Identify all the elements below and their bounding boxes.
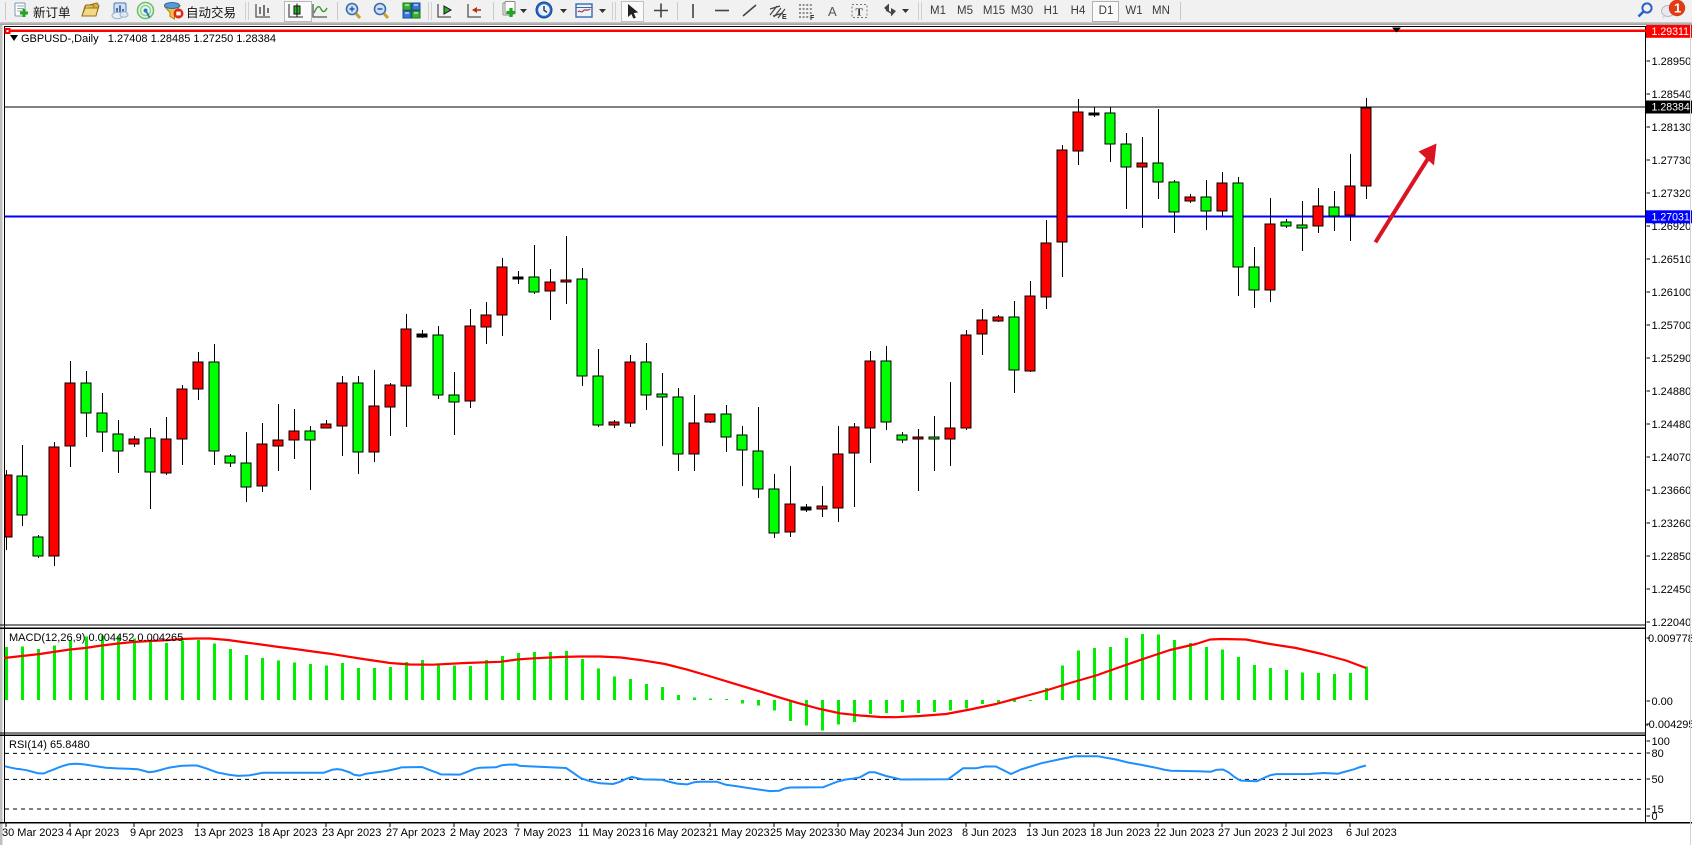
svg-text:2 Jul 2023: 2 Jul 2023 xyxy=(1282,827,1333,839)
svg-text:2 May 2023: 2 May 2023 xyxy=(450,827,507,839)
svg-text:22 Jun 2023: 22 Jun 2023 xyxy=(1154,827,1215,839)
svg-text:GBPUSD-,Daily 1.27408 1.2848: GBPUSD-,Daily 1.27408 1.28485 1.27250 1.… xyxy=(21,33,276,45)
svg-text:21 May 2023: 21 May 2023 xyxy=(706,827,770,839)
svg-text:100: 100 xyxy=(1652,736,1670,748)
svg-text:1.28130: 1.28130 xyxy=(1652,122,1692,134)
svg-text:1.24880: 1.24880 xyxy=(1652,386,1692,398)
svg-text:1.29311: 1.29311 xyxy=(1652,26,1690,38)
svg-text:RSI(14) 65.8480: RSI(14) 65.8480 xyxy=(9,739,90,751)
svg-text:30 May 2023: 30 May 2023 xyxy=(834,827,898,839)
svg-text:15: 15 xyxy=(1652,804,1664,816)
svg-text:50: 50 xyxy=(1652,774,1664,786)
svg-text:1.28540: 1.28540 xyxy=(1652,89,1692,101)
svg-text:9 Apr 2023: 9 Apr 2023 xyxy=(130,827,183,839)
svg-text:30 Mar 2023: 30 Mar 2023 xyxy=(2,827,64,839)
svg-text:7 May 2023: 7 May 2023 xyxy=(514,827,571,839)
svg-text:1.27320: 1.27320 xyxy=(1652,188,1692,200)
svg-text:11 May 2023: 11 May 2023 xyxy=(578,827,641,839)
svg-text:F: F xyxy=(810,15,815,22)
svg-text:1.25290: 1.25290 xyxy=(1652,353,1692,365)
svg-text:1.22450: 1.22450 xyxy=(1652,584,1692,596)
svg-text:1.27730: 1.27730 xyxy=(1652,155,1692,167)
svg-text:A: A xyxy=(828,4,837,19)
svg-text:1: 1 xyxy=(1674,1,1681,16)
svg-text:27 Apr 2023: 27 Apr 2023 xyxy=(386,827,445,839)
svg-text:23 Apr 2023: 23 Apr 2023 xyxy=(322,827,381,839)
svg-text:13 Jun 2023: 13 Jun 2023 xyxy=(1026,827,1087,839)
svg-text:1.27031: 1.27031 xyxy=(1652,212,1690,224)
svg-text:1.25700: 1.25700 xyxy=(1652,320,1692,332)
svg-text:18 Apr 2023: 18 Apr 2023 xyxy=(258,827,317,839)
svg-text:0.009778: 0.009778 xyxy=(1648,633,1692,645)
svg-text:1.22850: 1.22850 xyxy=(1652,551,1692,563)
svg-text:6 Jul 2023: 6 Jul 2023 xyxy=(1346,827,1397,839)
svg-text:T: T xyxy=(856,7,864,19)
svg-text:80: 80 xyxy=(1652,748,1664,760)
svg-text:0.00: 0.00 xyxy=(1652,696,1673,708)
svg-text:13 Apr 2023: 13 Apr 2023 xyxy=(194,827,253,839)
svg-text:MACD(12,26,9) 0.004452 0.00426: MACD(12,26,9) 0.004452 0.004265 xyxy=(9,632,183,644)
svg-text:25 May 2023: 25 May 2023 xyxy=(770,827,834,839)
svg-text:1.23660: 1.23660 xyxy=(1652,485,1692,497)
svg-text:4 Jun 2023: 4 Jun 2023 xyxy=(898,827,952,839)
svg-text:E: E xyxy=(782,14,787,21)
svg-text:1.26920: 1.26920 xyxy=(1652,221,1692,233)
svg-text:1.28384: 1.28384 xyxy=(1652,102,1690,114)
svg-text:1.23260: 1.23260 xyxy=(1652,518,1692,530)
svg-text:1.26100: 1.26100 xyxy=(1652,287,1692,299)
svg-text:8 Jun 2023: 8 Jun 2023 xyxy=(962,827,1016,839)
svg-text:16 May 2023: 16 May 2023 xyxy=(642,827,706,839)
svg-text:4 Apr 2023: 4 Apr 2023 xyxy=(66,827,119,839)
svg-text:27 Jun 2023: 27 Jun 2023 xyxy=(1218,827,1279,839)
svg-text:1.24480: 1.24480 xyxy=(1652,419,1692,431)
svg-text:1.22040: 1.22040 xyxy=(1652,617,1692,629)
svg-text:18 Jun 2023: 18 Jun 2023 xyxy=(1090,827,1151,839)
svg-text:1.24070: 1.24070 xyxy=(1652,452,1692,464)
svg-text:0: 0 xyxy=(1652,811,1658,823)
svg-text:-0.004295: -0.004295 xyxy=(1645,719,1692,731)
svg-text:1.26510: 1.26510 xyxy=(1652,254,1692,266)
svg-text:1.28950: 1.28950 xyxy=(1652,56,1692,68)
